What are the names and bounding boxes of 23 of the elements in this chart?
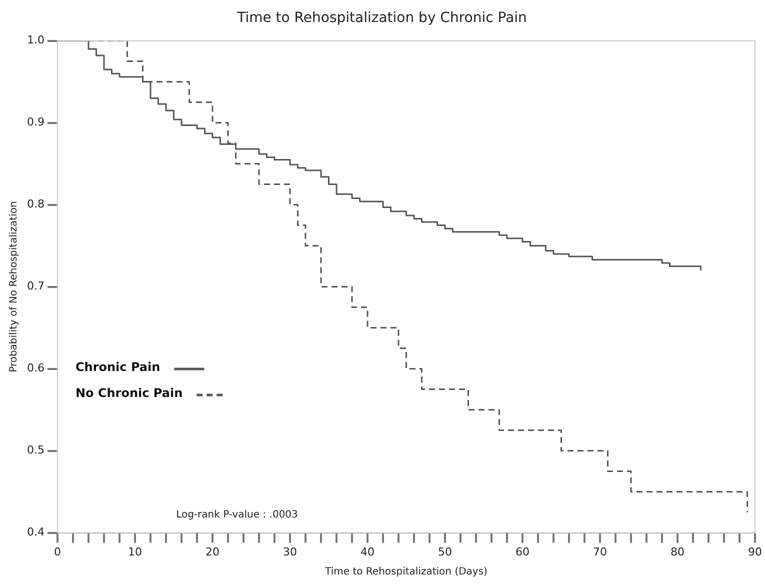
y-tick-label: 1.0 <box>26 34 44 47</box>
legend-label: No Chronic Pain <box>75 386 183 400</box>
x-tick-label: 10 <box>128 545 142 558</box>
x-tick-label: 60 <box>516 545 530 558</box>
x-tick-label: 50 <box>438 545 452 558</box>
annotation: Log-rank P-value : .0003 <box>176 509 298 520</box>
x-tick-label: 30 <box>282 545 297 558</box>
x-axis-title: Time to Rehospitalization (Days) <box>324 566 488 578</box>
chart-title: Time to Rehospitalization by Chronic Pain <box>236 10 527 26</box>
y-tick-label: 0.6 <box>26 362 44 375</box>
y-axis-title: Probability of No Rehospitalization <box>8 201 20 372</box>
x-tick-label: 0 <box>54 545 61 558</box>
y-tick-label: 0.8 <box>26 198 44 211</box>
y-tick-label: 0.5 <box>26 444 44 457</box>
legend-label: Chronic Pain <box>75 360 160 374</box>
y-tick-label: 0.7 <box>26 280 44 293</box>
y-tick-label: 0.9 <box>26 116 44 129</box>
y-tick-label: 0.4 <box>26 526 44 539</box>
x-tick-label: 20 <box>205 545 220 558</box>
x-tick-label: 40 <box>360 545 374 558</box>
x-tick-label: 90 <box>748 545 762 558</box>
x-tick-label: 70 <box>593 545 607 558</box>
x-tick-label: 80 <box>670 545 684 558</box>
